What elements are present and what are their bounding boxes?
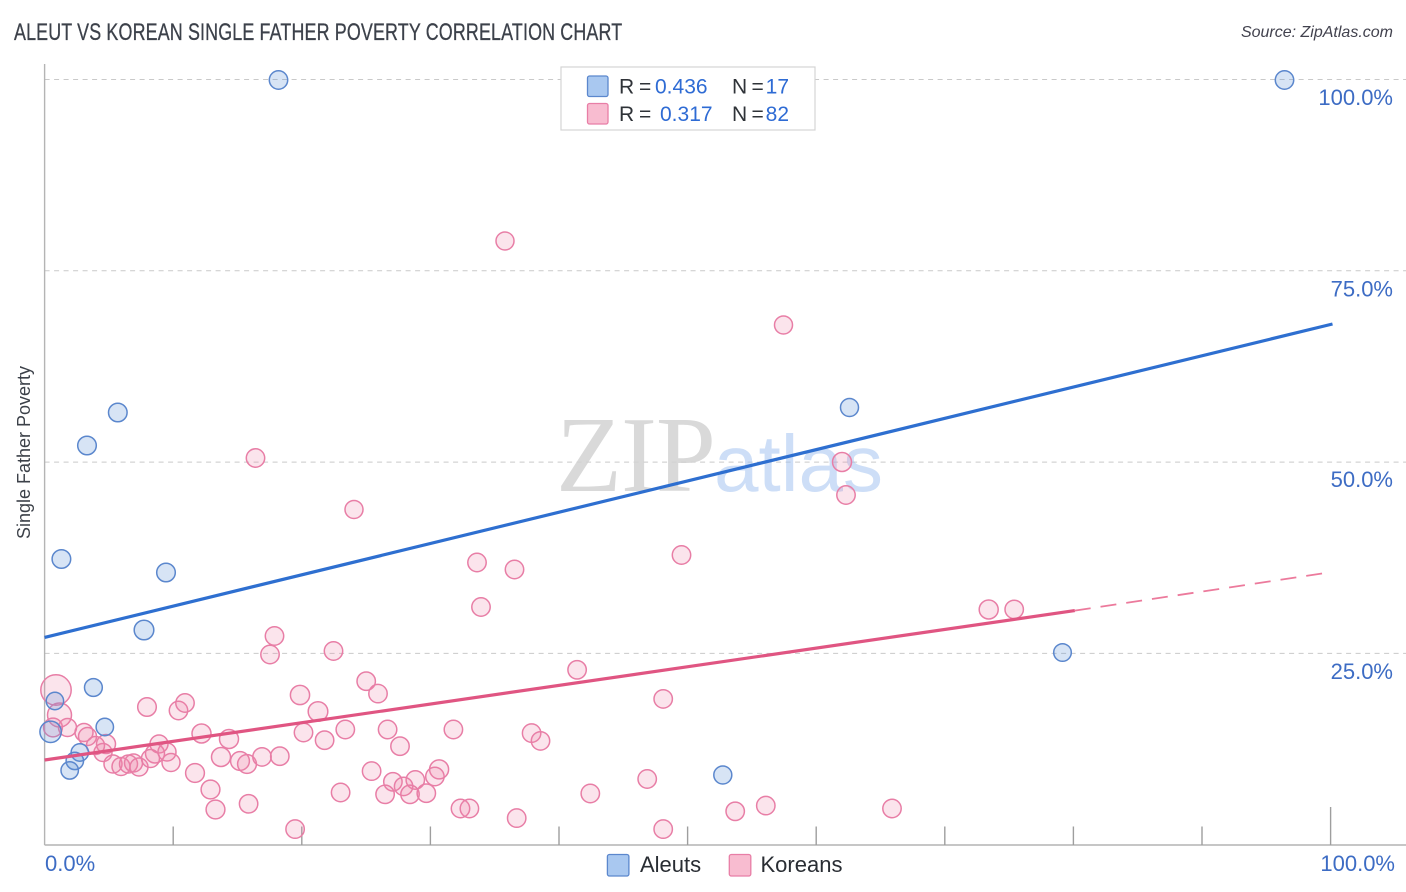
svg-text:Aleuts: Aleuts [640, 852, 701, 877]
svg-text:=: = [639, 103, 651, 126]
svg-text:N: N [732, 76, 747, 99]
svg-text:100.0%: 100.0% [1320, 851, 1395, 876]
svg-text:=: = [752, 76, 764, 99]
svg-text:50.0%: 50.0% [1331, 467, 1393, 492]
svg-text:0.436: 0.436 [655, 76, 708, 99]
svg-text:75.0%: 75.0% [1331, 277, 1393, 302]
svg-text:R: R [619, 76, 634, 99]
svg-text:25.0%: 25.0% [1331, 659, 1393, 684]
svg-text:82: 82 [766, 103, 789, 126]
svg-text:atlas: atlas [714, 419, 883, 508]
svg-text:N: N [732, 103, 747, 126]
svg-text:0.317: 0.317 [660, 103, 713, 126]
svg-text:=: = [752, 103, 764, 126]
svg-text:Single Father Poverty: Single Father Poverty [14, 366, 34, 539]
svg-text:R: R [619, 103, 634, 126]
svg-text:100.0%: 100.0% [1318, 85, 1393, 110]
svg-text:Koreans: Koreans [761, 852, 843, 877]
svg-text:17: 17 [766, 76, 789, 99]
svg-text:=: = [639, 76, 651, 99]
svg-text:0.0%: 0.0% [45, 851, 95, 876]
svg-text:ZIP: ZIP [556, 396, 715, 515]
